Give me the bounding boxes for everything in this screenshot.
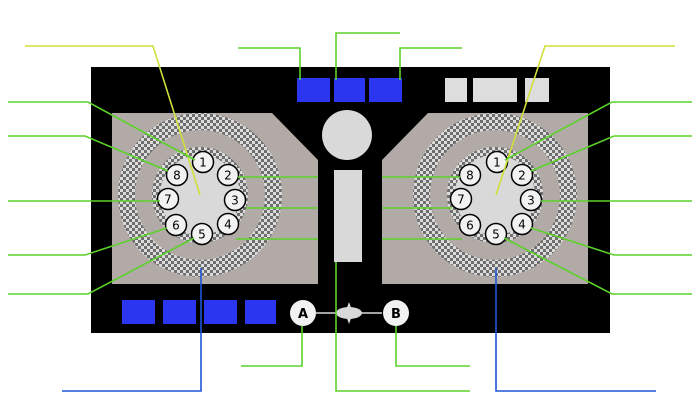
- top-blue-pad-1[interactable]: [297, 78, 330, 102]
- left-key-5-label: 5: [198, 228, 206, 242]
- right-key-7[interactable]: 7: [449, 187, 473, 211]
- callout-right-key-2: [530, 135, 692, 172]
- left-key-3-label: 3: [231, 194, 239, 208]
- right-key-7-label: 7: [457, 193, 465, 207]
- callout-left-key-1: [8, 101, 196, 161]
- bottom-blue-pad-2[interactable]: [163, 300, 196, 324]
- callout-left-jog: [62, 268, 202, 392]
- left-key-6-label: 6: [172, 219, 180, 233]
- bottom-blue-pad-1[interactable]: [122, 300, 155, 324]
- bottom-blue-pad-3[interactable]: [204, 300, 237, 324]
- callout-right-key-4: [530, 227, 692, 256]
- callout-right-key-5: [503, 237, 692, 295]
- right-key-3-label: 3: [527, 194, 535, 208]
- callout-button-a: [241, 326, 303, 367]
- left-key-2[interactable]: 2: [216, 163, 240, 187]
- top-blue-pad-2[interactable]: [334, 78, 365, 102]
- right-key-8-label: 8: [466, 169, 474, 183]
- right-key-6[interactable]: 6: [458, 213, 482, 237]
- callout-lines: [8, 32, 692, 392]
- right-key-4[interactable]: 4: [510, 212, 534, 236]
- top-blue-pad-3[interactable]: [369, 78, 402, 102]
- right-key-6-label: 6: [466, 219, 474, 233]
- gray-block-3: [525, 78, 549, 102]
- callout-left-key-6: [8, 227, 168, 256]
- left-key-1[interactable]: 1: [191, 150, 215, 174]
- callout-top-pad-2: [335, 32, 400, 80]
- right-key-2[interactable]: 2: [510, 163, 534, 187]
- left-key-5[interactable]: 5: [190, 222, 214, 246]
- right-key-3[interactable]: 3: [519, 188, 543, 212]
- callout-right-hub: [495, 45, 675, 196]
- button-a-label: A: [298, 307, 308, 322]
- callout-button-b: [395, 326, 470, 367]
- button-b-label: B: [391, 307, 401, 322]
- bottom-blue-pad-4[interactable]: [245, 300, 276, 324]
- left-key-2-label: 2: [224, 169, 232, 183]
- left-key-7[interactable]: 7: [156, 187, 180, 211]
- right-key-5-label: 5: [492, 228, 500, 242]
- center-slider[interactable]: [334, 170, 362, 262]
- button-b[interactable]: B: [383, 300, 409, 326]
- gray-block-1: [445, 78, 467, 102]
- callout-right-jog: [495, 268, 656, 392]
- callout-left-hub: [25, 45, 201, 196]
- left-key-6[interactable]: 6: [164, 213, 188, 237]
- right-key-5[interactable]: 5: [484, 222, 508, 246]
- button-a[interactable]: A: [290, 300, 316, 326]
- gray-block-2: [473, 78, 517, 102]
- right-key-2-label: 2: [518, 169, 526, 183]
- callout-top-pad-1: [238, 47, 301, 80]
- left-key-4[interactable]: 4: [216, 212, 240, 236]
- callout-top-pad-3: [399, 47, 462, 80]
- left-key-7-label: 7: [164, 193, 172, 207]
- right-key-8[interactable]: 8: [458, 163, 482, 187]
- callout-right-key-1: [504, 101, 692, 161]
- left-key-4-label: 4: [224, 218, 232, 232]
- left-key-8-label: 8: [173, 169, 181, 183]
- left-key-3[interactable]: 3: [223, 188, 247, 212]
- center-knob[interactable]: [322, 110, 372, 160]
- right-key-1-label: 1: [493, 156, 501, 170]
- callout-center-slider: [335, 262, 470, 392]
- center-diamond-tips: [345, 302, 353, 324]
- left-key-1-label: 1: [199, 156, 207, 170]
- right-key-4-label: 4: [518, 218, 526, 232]
- callout-left-key-8: [8, 135, 169, 172]
- left-key-8[interactable]: 8: [165, 163, 189, 187]
- callout-left-key-5: [8, 237, 195, 295]
